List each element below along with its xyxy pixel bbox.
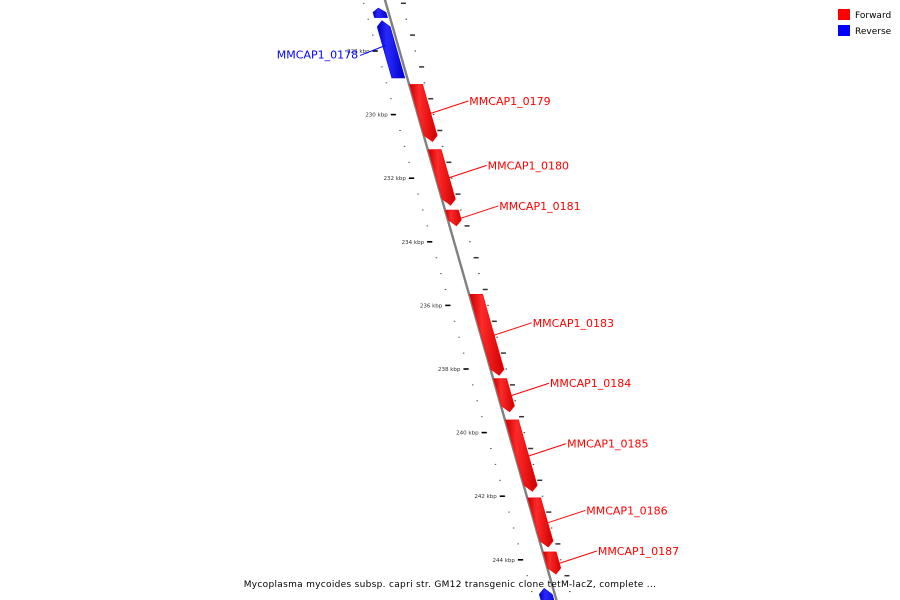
leader-line: [447, 164, 487, 179]
gene-arrow-reverse-bottom: [538, 587, 555, 600]
gene-arrow-mmcap1_0180: [427, 149, 456, 206]
leader-line: [509, 382, 550, 397]
gene-features: [372, 7, 562, 600]
sequence-backbone: [383, 0, 558, 600]
gene-label: MMCAP1_0180: [488, 159, 569, 172]
leader-line: [545, 509, 586, 524]
gene-label: MMCAP1_0184: [550, 377, 631, 390]
leader-line: [458, 205, 499, 220]
gene-arrow-reverse-top: [372, 7, 388, 18]
minor-ticks: [362, 2, 571, 593]
legend-label-reverse: Reverse: [855, 27, 892, 37]
gene-label: MMCAP1_0187: [598, 545, 679, 558]
legend-label-forward: Forward: [855, 11, 891, 21]
gene-arrow-mmcap1_0179: [409, 84, 438, 143]
gene-label: MMCAP1_0183: [533, 317, 614, 330]
leader-line: [428, 100, 469, 115]
legend: Forward Reverse: [838, 9, 892, 37]
gene-arrow-mmcap1_0178: [376, 20, 406, 79]
tick-label: 242 kbp: [474, 494, 497, 500]
tick-label: 244 kbp: [493, 558, 516, 564]
tick-label: 230 kbp: [365, 113, 388, 119]
gene-arrow-mmcap1_0184: [493, 378, 515, 413]
sequence-caption: Mycoplasma mycoides subsp. capri str. GM…: [244, 580, 657, 590]
legend-swatch-reverse: [838, 25, 850, 36]
gene-label: MMCAP1_0186: [586, 504, 667, 517]
gene-arrow-mmcap1_0181: [445, 209, 462, 227]
leader-line: [492, 322, 532, 337]
tick-label: 232 kbp: [383, 176, 406, 182]
tick-label: 234 kbp: [402, 240, 425, 246]
gene-label: MMCAP1_0185: [567, 438, 648, 451]
gene-label: MMCAP1_0179: [469, 95, 550, 108]
leader-line: [359, 44, 386, 56]
gene-arrow-mmcap1_0183: [469, 293, 505, 376]
tick-label: 236 kbp: [420, 303, 443, 309]
leader-line: [557, 550, 597, 565]
gene-label: MMCAP1_0181: [499, 200, 580, 213]
major-ticks: 228 kbp 230 kbp 232 kbp 234 kbp 236 kbp 238 k…: [347, 49, 523, 564]
backbone-line: [383, 0, 558, 600]
tick-label: 240 kbp: [456, 431, 479, 437]
gene-arrow-mmcap1_0187: [542, 551, 562, 575]
tick-label: 228 kbp: [347, 49, 370, 55]
tick-label: 238 kbp: [438, 367, 461, 373]
gene-label: MMCAP1_0178: [277, 48, 358, 61]
leader-line: [526, 443, 567, 458]
gene-arrow-mmcap1_0185: [505, 419, 538, 492]
gene-arrow-mmcap1_0186: [527, 497, 554, 548]
legend-swatch-forward: [838, 9, 850, 20]
gene-labels: MMCAP1_0178 MMCAP1_0179 MMCAP1_0180 MMCAP1_…: [277, 44, 679, 565]
